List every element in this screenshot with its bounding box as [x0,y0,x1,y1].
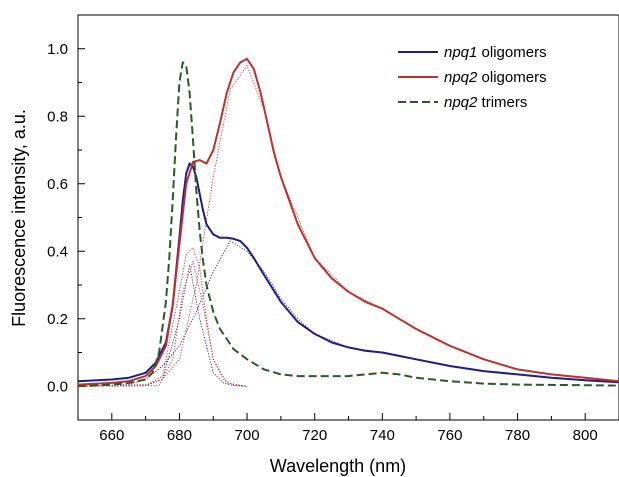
x-tick-label: 660 [99,427,124,444]
fit-component-line [78,264,248,387]
series-line-npq2 [78,57,619,386]
x-tick-label: 800 [573,427,598,444]
y-tick-label: 0.4 [47,243,68,260]
y-tick-label: 0.0 [47,378,68,395]
x-tick-label: 760 [437,427,462,444]
legend-label-npq1: npq1 oligomers [444,44,547,61]
x-tick-label: 780 [505,427,530,444]
data-series [78,57,619,388]
x-tick-label: 740 [370,427,395,444]
legend: npq1 oligomers npq2 oligomers npq2 trimers [398,44,547,111]
legend-label-trimers: npq2 trimers [444,94,527,111]
x-tick-label: 700 [235,427,260,444]
y-tick-label: 1.0 [47,41,68,58]
y-tick-label: 0.8 [47,108,68,125]
fit-component-line [78,259,248,387]
x-tick-label: 680 [167,427,192,444]
plot-area [77,14,619,421]
x-tick-label: 720 [302,427,327,444]
y-axis-title: Fluorescence intensity, a.u. [9,109,29,327]
axis-ticks: 660 680 700 720 740 760 780 800 0.0 0.2 0.4 0.6 0.8 1… [47,41,619,444]
x-axis-title: Wavelength (nm) [270,456,406,476]
y-tick-label: 0.2 [47,311,68,328]
series-line-trimers [78,61,619,388]
y-tick-label: 0.6 [47,176,68,193]
legend-label-npq2: npq2 oligomers [444,69,547,86]
